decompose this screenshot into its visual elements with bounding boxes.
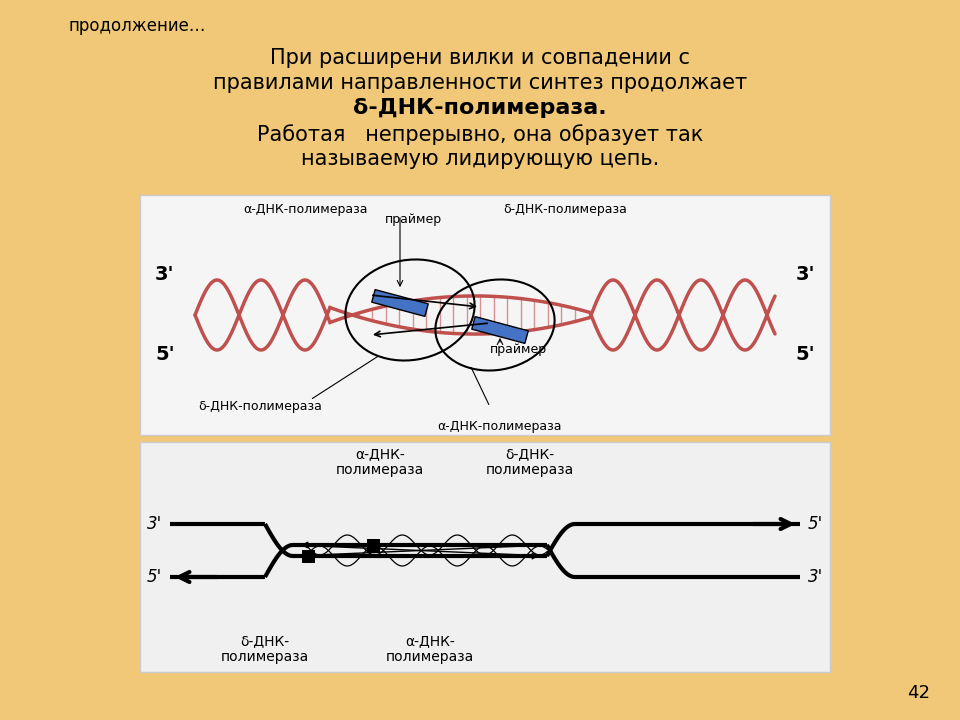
Text: δ-ДНК-полимераза: δ-ДНК-полимераза — [198, 400, 322, 413]
Text: δ-ДНК-
полимераза: δ-ДНК- полимераза — [486, 447, 574, 477]
Text: продолжение…: продолжение… — [68, 17, 205, 35]
Text: α-ДНК-
полимераза: α-ДНК- полимераза — [336, 447, 424, 477]
Text: Работая   непрерывно, она образует так: Работая непрерывно, она образует так — [257, 124, 703, 145]
Text: 3': 3' — [155, 266, 175, 284]
Text: называемую лидирующую цепь.: называемую лидирующую цепь. — [300, 149, 660, 169]
Text: δ-ДНК-полимераза: δ-ДНК-полимераза — [503, 203, 627, 216]
Text: 3': 3' — [808, 568, 824, 586]
Text: 3': 3' — [796, 266, 815, 284]
Text: 5': 5' — [147, 568, 162, 586]
FancyBboxPatch shape — [372, 289, 428, 316]
Text: При расширени вилки и совпадении с: При расширени вилки и совпадении с — [270, 48, 690, 68]
Bar — [140, 195, 830, 435]
Text: α-ДНК-полимераза: α-ДНК-полимераза — [438, 420, 563, 433]
Text: праймер: праймер — [385, 213, 443, 226]
Text: 5': 5' — [808, 515, 824, 533]
Text: 3': 3' — [147, 515, 162, 533]
Bar — [140, 442, 830, 672]
Text: α-ДНК-полимераза: α-ДНК-полимераза — [243, 203, 368, 216]
Text: 5': 5' — [155, 346, 175, 364]
Text: 42: 42 — [907, 684, 930, 702]
Text: δ-ДНК-
полимераза: δ-ДНК- полимераза — [221, 634, 309, 664]
Text: 5': 5' — [796, 346, 815, 364]
Bar — [367, 539, 379, 552]
FancyBboxPatch shape — [471, 317, 528, 343]
Bar — [301, 549, 315, 562]
Text: α-ДНК-
полимераза: α-ДНК- полимераза — [386, 634, 474, 664]
Text: правилами направленности синтез продолжает: правилами направленности синтез продолжа… — [213, 73, 747, 93]
Text: δ-ДНК-полимераза.: δ-ДНК-полимераза. — [353, 98, 607, 118]
Text: праймер: праймер — [490, 343, 547, 356]
